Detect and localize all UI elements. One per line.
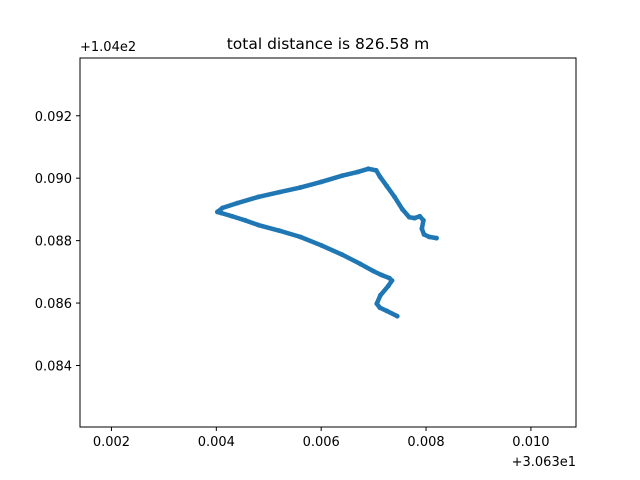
y-axis-offset-label: +1.04e2 [80,40,136,55]
track-point [406,214,412,220]
track-point [297,234,303,240]
y-tick-label: 0.086 [35,297,72,312]
track-point [392,194,397,200]
x-tick-label: 0.008 [407,435,444,450]
track-point [421,217,426,223]
track-point [234,200,240,206]
y-tick-label: 0.092 [35,110,72,125]
track-point [242,217,248,223]
y-tick-label: 0.084 [35,360,72,375]
track-point [339,173,345,179]
track-point [297,185,303,190]
track-point [276,189,282,195]
track-point [421,231,427,237]
track-point [229,213,235,219]
track-point [394,313,400,319]
x-tick-label: 0.006 [303,435,340,450]
track-point [276,228,282,234]
x-tick-label: 0.004 [198,435,235,450]
track-point [434,235,439,241]
track-point [255,194,261,200]
track-point [214,209,220,215]
track-point [318,242,324,248]
x-axis: 0.002 0.004 0.006 0.008 0.010 [93,427,550,450]
track-point [419,226,425,232]
track-point [385,283,391,289]
track-point [355,169,361,175]
track-point [377,305,383,311]
track-point [384,308,390,314]
track-point [386,275,392,281]
track-point [365,166,371,172]
track-point [371,268,377,274]
track-point [377,174,383,180]
track-point [373,167,379,173]
track-point [220,205,226,211]
track-point [339,252,345,258]
track-point [374,301,380,307]
y-tick-label: 0.090 [35,172,72,187]
track-point [412,215,417,221]
track-point [219,210,224,216]
y-axis: 0.084 0.086 0.088 0.090 0.092 [35,110,80,375]
x-axis-offset-label: +3.063e1 [512,455,576,470]
track-point [255,222,261,228]
track-point [400,207,405,212]
x-tick-label: 0.010 [512,435,549,450]
plot-data-layer [214,166,439,319]
y-tick-label: 0.088 [35,235,72,250]
plot-frame [79,57,577,428]
track-point [426,234,432,240]
track-point [384,183,390,189]
x-tick-label: 0.002 [93,435,130,450]
chart-title: total distance is 826.58 m [227,35,430,53]
track-point [318,179,324,185]
track-point [417,213,423,219]
track-point [358,261,363,267]
track-point [378,292,383,298]
track-point [379,272,384,278]
